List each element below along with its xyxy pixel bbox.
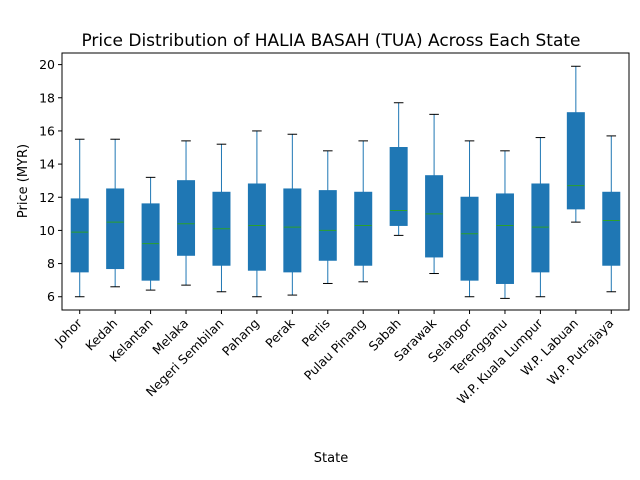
box-iqr [425, 175, 444, 258]
box-iqr [389, 147, 408, 226]
box-iqr [566, 112, 585, 210]
y-tick-label: 16 [39, 123, 55, 138]
box-iqr [318, 190, 337, 261]
y-tick-label: 20 [39, 57, 55, 72]
box-iqr [495, 193, 514, 284]
box-iqr [141, 203, 160, 281]
y-tick-label: 10 [39, 223, 55, 238]
y-tick-label: 14 [39, 157, 55, 172]
box-iqr [531, 183, 550, 273]
y-tick-label: 12 [39, 190, 55, 205]
box-iqr [460, 196, 479, 281]
box-iqr [602, 191, 621, 266]
box-iqr [70, 198, 89, 273]
box-iqr [354, 191, 373, 266]
box-iqr [106, 188, 125, 270]
y-tick-label: 18 [39, 90, 55, 105]
chart-title: Price Distribution of HALIA BASAH (TUA) … [81, 31, 580, 51]
x-axis-title: State [314, 451, 348, 466]
y-tick-label: 8 [47, 256, 55, 271]
box-iqr [247, 183, 266, 271]
y-axis-title: Price (MYR) [16, 144, 31, 218]
axes-frame [61, 52, 630, 311]
box-iqr [283, 188, 302, 273]
box-iqr [177, 180, 196, 256]
y-tick-label: 6 [47, 289, 55, 304]
